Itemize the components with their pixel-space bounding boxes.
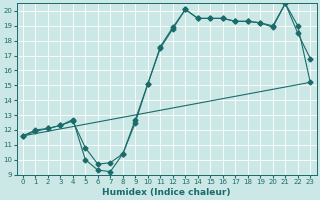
X-axis label: Humidex (Indice chaleur): Humidex (Indice chaleur) <box>102 188 231 197</box>
